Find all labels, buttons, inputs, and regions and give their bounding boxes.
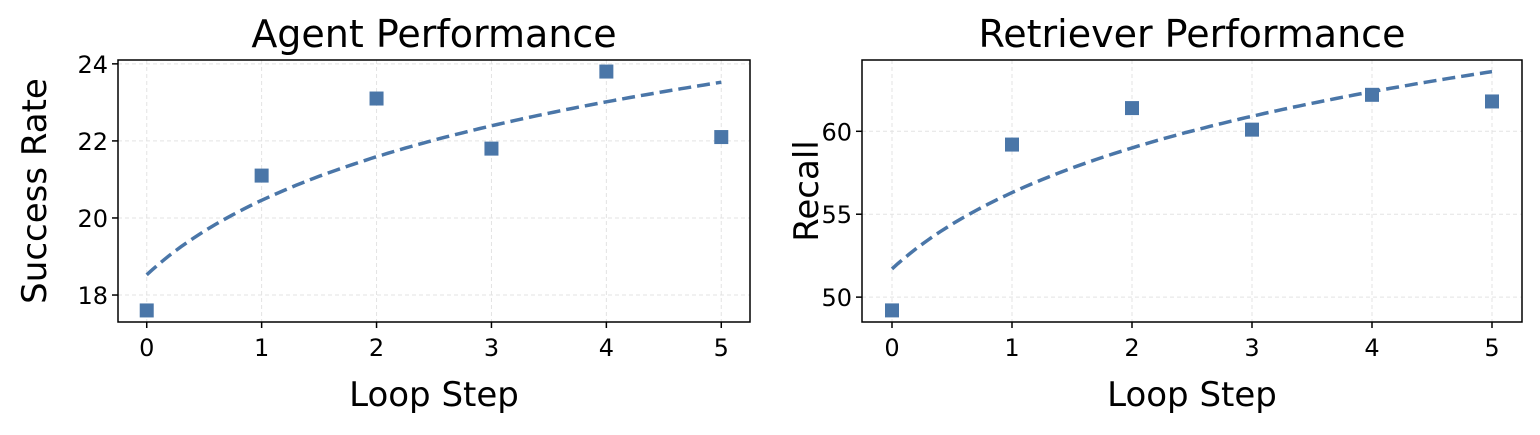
trend-line: [145, 80, 722, 277]
data-point: [484, 141, 499, 156]
y-tick-label: 60: [821, 118, 852, 146]
data-point: [139, 303, 154, 318]
x-tick-label: 5: [1484, 334, 1499, 362]
y-tick-label: 24: [77, 51, 108, 79]
axes-frame: [117, 59, 751, 323]
data-point: [369, 91, 384, 106]
x-tick-label: 5: [714, 334, 729, 362]
x-tick-label: 1: [254, 334, 269, 362]
x-tick-label: 3: [1244, 334, 1259, 362]
data-point: [1365, 87, 1379, 102]
data-point: [1125, 101, 1139, 116]
data-point: [599, 64, 614, 79]
data-point: [1005, 137, 1019, 152]
y-tick-label: 20: [77, 205, 108, 233]
agent-performance-chart: Agent Performance Loop Step Success Rate…: [15, 12, 751, 415]
y-axis-label: Success Rate: [15, 78, 55, 304]
x-tick-label: 0: [884, 334, 899, 362]
data-point: [885, 303, 899, 318]
chart-title: Retriever Performance: [979, 12, 1406, 56]
x-tick-label: 2: [1124, 334, 1139, 362]
data-point: [1485, 94, 1499, 109]
x-tick-label: 4: [1364, 334, 1379, 362]
chart-title: Agent Performance: [251, 12, 616, 56]
data-point: [254, 168, 269, 183]
y-tick-label: 22: [77, 128, 108, 156]
data-point: [1245, 122, 1259, 137]
y-axis-label: Recall: [787, 140, 827, 241]
trend-line: [890, 69, 1493, 271]
x-tick-label: 0: [139, 334, 154, 362]
y-tick-label: 55: [821, 201, 852, 229]
retriever-performance-chart: Retriever Performance Loop Step Recall 0…: [787, 12, 1523, 415]
axes-frame: [861, 59, 1523, 323]
x-tick-label: 4: [599, 334, 614, 362]
y-tick-label: 18: [77, 282, 108, 310]
x-axis-label: Loop Step: [1107, 375, 1277, 415]
x-tick-label: 2: [369, 334, 384, 362]
data-point: [714, 130, 729, 145]
x-axis-label: Loop Step: [349, 375, 519, 415]
x-tick-label: 3: [484, 334, 499, 362]
y-tick-label: 50: [821, 284, 852, 312]
x-tick-label: 1: [1004, 334, 1019, 362]
